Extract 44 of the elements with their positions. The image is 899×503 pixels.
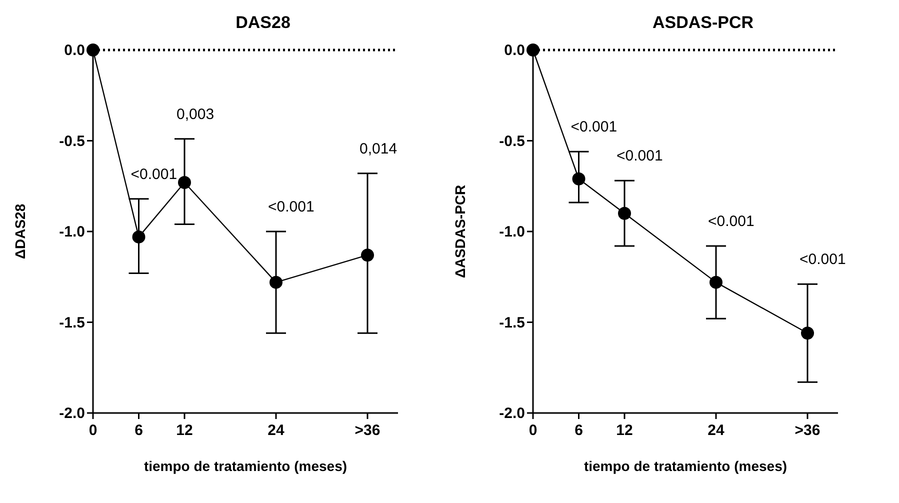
x-tick-label: 12	[616, 422, 633, 439]
y-tick-label: -1.5	[59, 314, 85, 332]
x-tick-label: >36	[354, 422, 380, 439]
x-axis-title: tiempo de tratamiento (meses)	[584, 458, 788, 474]
chart-title: DAS28	[234, 12, 292, 34]
annotation: <0.001	[570, 118, 618, 136]
x-tick-label: 24	[708, 422, 725, 439]
point	[270, 276, 282, 289]
point	[526, 44, 540, 56]
chart-title: ASDAS-PCR	[651, 12, 755, 34]
y-tick-label: -1.0	[499, 224, 525, 240]
y-tick-label: 0.0	[504, 42, 525, 59]
annotation: <0.001	[268, 198, 314, 216]
x-tick-label: >36	[794, 422, 820, 439]
point	[572, 172, 586, 186]
y-tick-label: -2.0	[499, 405, 525, 422]
x-tick-label: 24	[268, 422, 285, 439]
x-tick-label: 6	[574, 422, 583, 439]
x-tick-label: 0	[528, 422, 538, 439]
y-axis-title: ΔDAS28	[12, 204, 28, 260]
point	[132, 230, 146, 244]
annotation: <0.001	[708, 213, 754, 230]
point	[801, 326, 814, 340]
point	[361, 248, 374, 262]
x-axis-title: tiempo de tratamiento (meses)	[144, 458, 348, 474]
y-axis-title: ΔASDAS-PCR	[452, 184, 468, 278]
y-tick-label: -2.0	[59, 405, 85, 422]
y-tick-label: -1.0	[59, 224, 85, 240]
point	[710, 276, 722, 289]
x-tick-label: 0	[88, 422, 98, 439]
y-tick-label: -1.5	[499, 314, 525, 332]
x-tick-label: 12	[176, 422, 193, 439]
annotation: 0,003	[176, 106, 214, 123]
annotation: 0,014	[360, 140, 398, 158]
annotation: <0.001	[130, 166, 178, 183]
point	[178, 176, 191, 189]
point	[618, 206, 631, 220]
y-tick-label: -0.5	[499, 132, 525, 150]
annotation: <0.001	[800, 251, 846, 268]
y-tick-label: -0.5	[59, 132, 85, 150]
y-tick-label: 0.0	[64, 42, 85, 59]
annotation: <0.001	[616, 148, 663, 165]
point	[86, 44, 100, 56]
x-tick-label: 6	[134, 422, 143, 439]
